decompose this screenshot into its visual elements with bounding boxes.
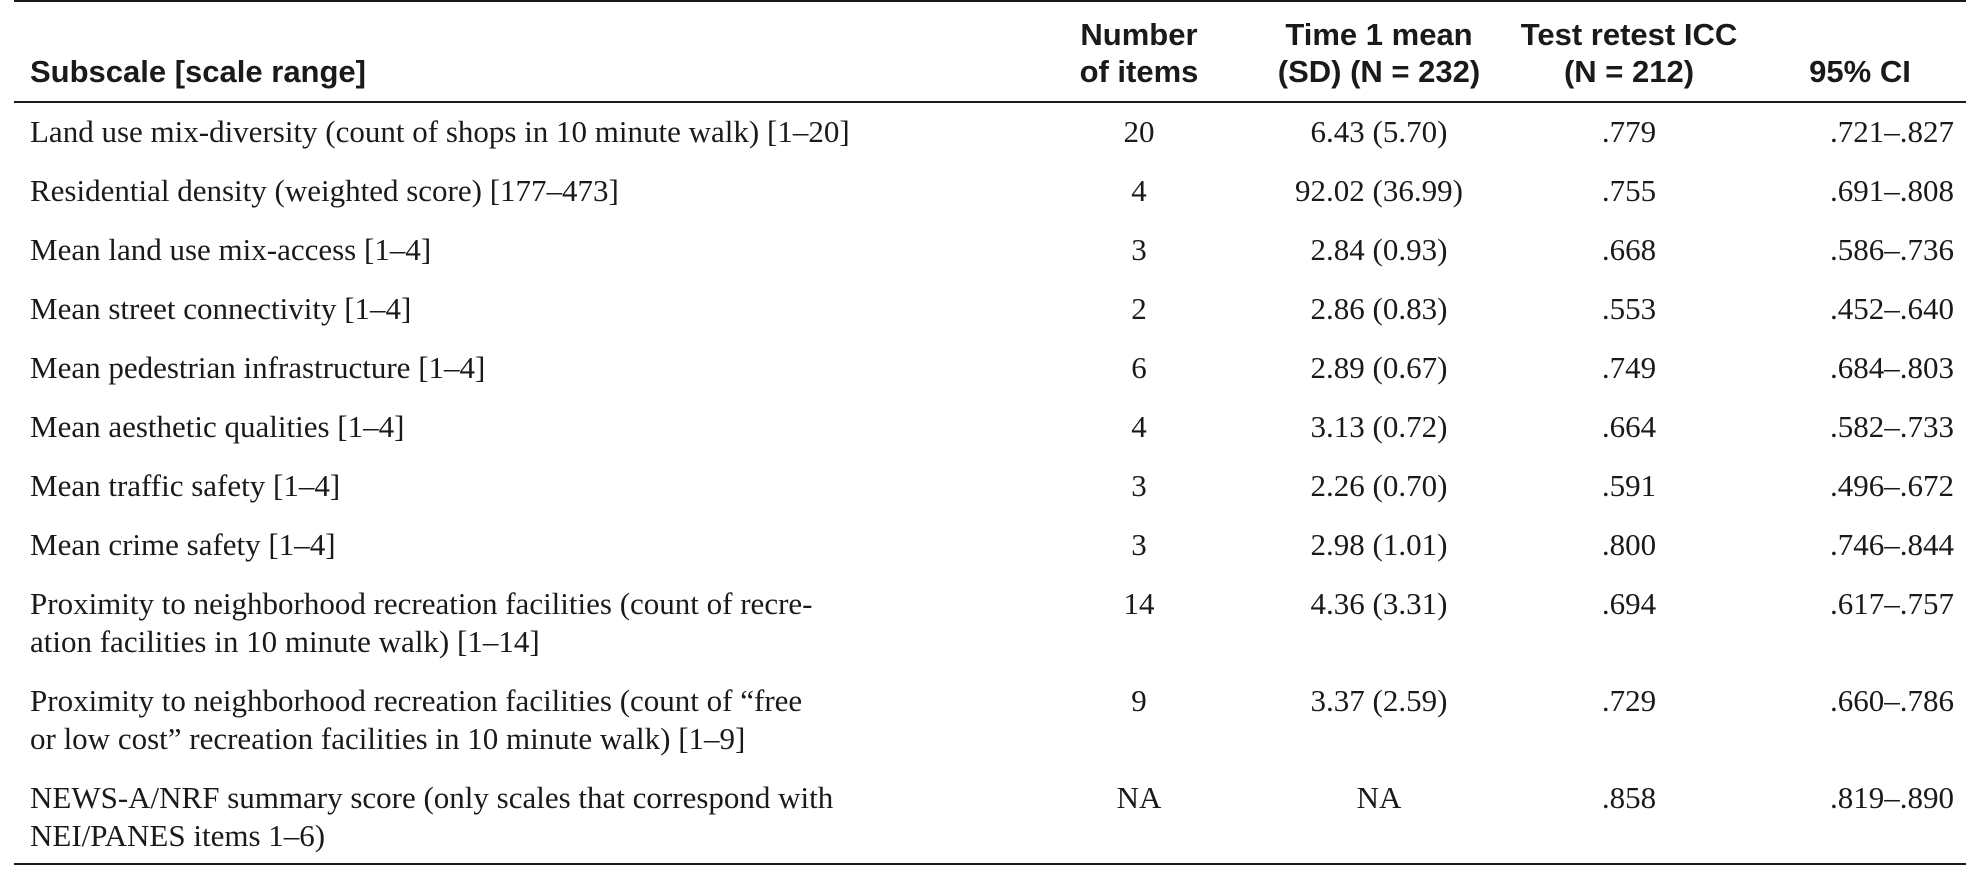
cell-number-of-items: 4	[1131, 173, 1147, 208]
cell-95-ci: .496–.672	[1830, 468, 1954, 503]
cell-95-ci: .586–.736	[1830, 232, 1954, 267]
subscale-line: Mean street connectivity [1–4]	[30, 291, 412, 326]
cell-icc: .694	[1601, 586, 1657, 621]
header-line: of items	[1079, 54, 1199, 89]
cell-number-of-items: NA	[1024, 769, 1254, 865]
cell-subscale: Mean crime safety [1–4]	[14, 516, 1024, 575]
cell-subscale: Proximity to neighborhood recreation fac…	[14, 575, 1024, 672]
subscale-line: Land use mix-diversity (count of shops i…	[30, 114, 850, 149]
header-time1-mean: Time 1 mean (SD) (N = 232)	[1254, 0, 1504, 103]
subscale-line: ation facilities in 10 minute walk) [1–1…	[30, 624, 540, 659]
table-row: Mean crime safety [1–4] 3 2.98 (1.01) .800.…	[14, 516, 1966, 575]
cell-number-of-items: 9	[1131, 683, 1147, 718]
cell-subscale: Mean street connectivity [1–4]	[14, 280, 1024, 339]
header-number-of-items: Number of items	[1024, 0, 1254, 103]
cell-subscale: Residential density (weighted score) [17…	[14, 162, 1024, 221]
table-row: Proximity to neighborhood recreation fac…	[14, 575, 1966, 672]
subscale-line: Mean traffic safety [1–4]	[30, 468, 341, 503]
subscale-line: Mean aesthetic qualities [1–4]	[30, 409, 405, 444]
cell-95-ci: .746–.844	[1830, 527, 1954, 562]
cell-icc: .553	[1601, 291, 1657, 326]
cell-subscale: Mean pedestrian infrastructure [1–4]	[14, 339, 1024, 398]
cell-time1-mean: 2.98 (1.01)	[1310, 527, 1448, 562]
subscale-line: Mean land use mix-access [1–4]	[30, 232, 432, 267]
cell-number-of-items: 20	[1123, 114, 1155, 149]
table-body: Land use mix-diversity (count of shops i…	[14, 102, 1966, 865]
table-row: Land use mix-diversity (count of shops i…	[14, 102, 1966, 162]
cell-number-of-items: 6	[1131, 350, 1147, 385]
cell-time1-mean: 2.84 (0.93)	[1310, 232, 1448, 267]
cell-subscale: Mean aesthetic qualities [1–4]	[14, 398, 1024, 457]
cell-95-ci: .660–.786	[1830, 683, 1954, 718]
cell-time1-mean: 6.43 (5.70)	[1310, 114, 1448, 149]
cell-icc: .858	[1504, 769, 1754, 865]
cell-number-of-items: 3	[1131, 468, 1147, 503]
cell-time1-mean: 3.13 (0.72)	[1310, 409, 1448, 444]
cell-95-ci: .691–.808	[1830, 173, 1954, 208]
cell-95-ci: .721–.827	[1830, 114, 1954, 149]
cell-icc: .664	[1601, 409, 1657, 444]
cell-icc: .779	[1601, 114, 1657, 149]
cell-95-ci: .582–.733	[1830, 409, 1954, 444]
table-row: Mean aesthetic qualities [1–4] 4 3.13 (0.7…	[14, 398, 1966, 457]
table-row: Residential density (weighted score) [17…	[14, 162, 1966, 221]
table-row: Mean street connectivity [1–4] 2 2.86 (0.8…	[14, 280, 1966, 339]
cell-icc: .755	[1601, 173, 1657, 208]
header-95-ci: 95% CI	[1754, 0, 1966, 103]
header-line: Test retest ICC	[1520, 17, 1738, 52]
cell-subscale: Mean traffic safety [1–4]	[14, 457, 1024, 516]
cell-number-of-items: 4	[1131, 409, 1147, 444]
cell-number-of-items: 2	[1131, 291, 1147, 326]
cell-icc: .591	[1601, 468, 1657, 503]
table-row: Mean traffic safety [1–4] 3 2.26 (0.70) .59…	[14, 457, 1966, 516]
subscale-line: NEI/PANES items 1–6)	[30, 818, 326, 853]
cell-number-of-items: 14	[1123, 586, 1155, 621]
subscale-line: or low cost” recreation facilities in 10…	[30, 721, 746, 756]
subscale-line: NEWS-A/NRF summary score (only scales th…	[30, 780, 834, 815]
subscale-line: Mean crime safety [1–4]	[30, 527, 336, 562]
cell-time1-mean: 2.26 (0.70)	[1310, 468, 1448, 503]
table-row: Mean land use mix-access [1–4] 3 2.84 (0.9…	[14, 221, 1966, 280]
cell-subscale: Mean land use mix-access [1–4]	[14, 221, 1024, 280]
cell-time1-mean: 2.89 (0.67)	[1310, 350, 1448, 385]
table-row: Mean pedestrian infrastructure [1–4] 6 2.8…	[14, 339, 1966, 398]
header-line: (N = 212)	[1563, 54, 1695, 89]
subscale-line: Residential density (weighted score) [17…	[30, 173, 619, 208]
cell-number-of-items: 3	[1131, 527, 1147, 562]
cell-number-of-items: 3	[1131, 232, 1147, 267]
cell-subscale: Proximity to neighborhood recreation fac…	[14, 672, 1024, 769]
cell-icc: .729	[1601, 683, 1657, 718]
cell-icc: .668	[1601, 232, 1657, 267]
cell-95-ci: .684–.803	[1830, 350, 1954, 385]
subscale-line: Proximity to neighborhood recreation fac…	[30, 586, 813, 621]
cell-subscale: Land use mix-diversity (count of shops i…	[14, 102, 1024, 162]
header-subscale: Subscale [scale range]	[14, 0, 1024, 103]
cell-time1-mean: 2.86 (0.83)	[1310, 291, 1448, 326]
reliability-table: Subscale [scale range] Number of items T…	[14, 0, 1966, 865]
header-test-retest-icc: Test retest ICC (N = 212)	[1504, 0, 1754, 103]
cell-subscale: NEWS-A/NRF summary score (only scales th…	[14, 769, 1024, 865]
cell-time1-mean: NA	[1254, 769, 1504, 865]
cell-95-ci: .617–.757	[1830, 586, 1954, 621]
results-table-container: Subscale [scale range] Number of items T…	[14, 0, 1966, 865]
cell-icc: .800	[1601, 527, 1657, 562]
header-line: (SD) (N = 232)	[1277, 54, 1481, 89]
subscale-line: Mean pedestrian infrastructure [1–4]	[30, 350, 486, 385]
cell-icc: .749	[1601, 350, 1657, 385]
cell-95-ci: .452–.640	[1830, 291, 1954, 326]
cell-time1-mean: 92.02 (36.99)	[1295, 173, 1463, 208]
header-line: Number	[1080, 17, 1198, 52]
table-row: NEWS-A/NRF summary score (only scales th…	[14, 769, 1966, 865]
cell-time1-mean: 4.36 (3.31)	[1310, 586, 1448, 621]
header-line: Time 1 mean	[1285, 17, 1473, 52]
header-row: Subscale [scale range] Number of items T…	[14, 0, 1966, 103]
table-row: Proximity to neighborhood recreation fac…	[14, 672, 1966, 769]
cell-time1-mean: 3.37 (2.59)	[1310, 683, 1448, 718]
cell-95-ci: .819–.890	[1754, 769, 1966, 865]
subscale-line: Proximity to neighborhood recreation fac…	[30, 683, 803, 718]
